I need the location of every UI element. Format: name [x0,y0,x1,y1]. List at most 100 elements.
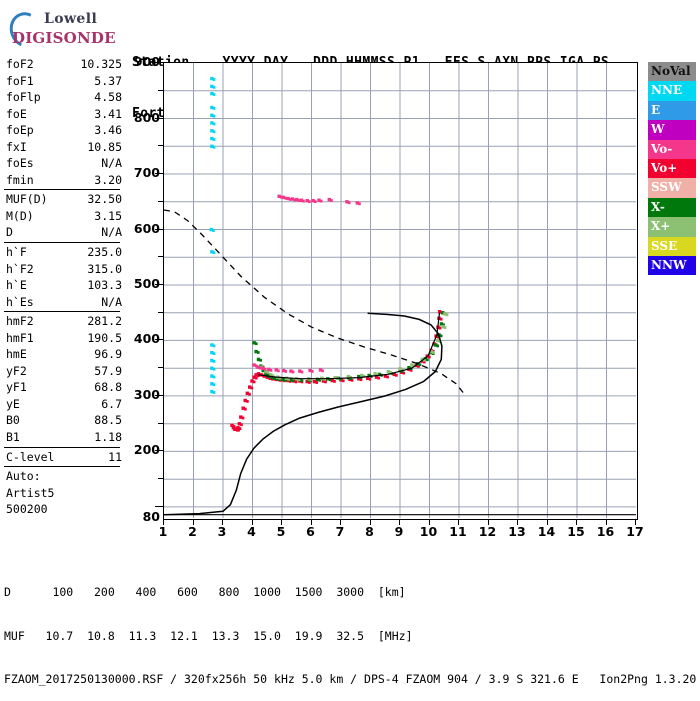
x-tick-label-10: 10 [419,524,438,539]
param-key: hmF1 [6,330,34,345]
param-value: 32.50 [87,192,122,207]
legend-item-nne[interactable]: NNE [648,81,696,101]
footer-distance-row: D 100 200 400 600 800 1000 1500 3000 [km… [4,585,406,599]
legend-item-e[interactable]: E [648,100,696,121]
param-value: 281.2 [87,314,122,329]
param-key: yF2 [6,363,27,378]
y-axis-labels: 80 200 300 400 500 600 700 800 900 [118,54,160,526]
param-key: foFlp [6,90,41,105]
param-key: C-level [6,449,55,464]
param-value: 5.37 [94,73,122,88]
param-value: 11 [108,449,122,464]
param-row-foep: foEp 3.46 [4,122,124,139]
y-tick-label-200: 200 [133,442,160,458]
y-tick [158,478,163,480]
param-key: hmF2 [6,314,34,329]
x-tick [458,520,459,525]
y-tick [158,422,163,424]
y-tick-label-80: 80 [142,509,160,524]
param-row-he: h`E 103.3 [4,277,124,294]
param-key: B0 [6,413,20,428]
param-value: 190.5 [87,330,122,345]
plot-gridlines [164,63,636,518]
legend-item-noval[interactable]: NoVal [648,62,696,82]
param-separator [4,242,120,244]
ionogram-canvas [164,63,636,518]
x-tick-label-5: 5 [276,524,286,539]
y-axis-ticks [155,62,163,520]
param-key: h`E [6,278,27,293]
series-spread-echoes-vo- [252,194,361,374]
legend-item-vo-[interactable]: Vo- [648,139,696,159]
ionogram-plot-area[interactable] [163,62,638,520]
y-tick [155,173,163,174]
x-tick-label-6: 6 [306,524,315,539]
x-tick [281,520,282,525]
param-key: D [6,225,13,240]
y-tick [158,256,163,258]
x-tick-label-16: 16 [596,524,615,539]
x-tick-label-7: 7 [335,524,345,539]
legend-item-x+[interactable]: X+ [648,217,696,237]
param-row-foes: foEs N/A [4,155,124,172]
x-tick [517,520,518,525]
param-value: 6.7 [101,396,122,411]
y-tick [158,89,163,91]
param-value: 103.3 [87,278,122,293]
x-tick-label-2: 2 [188,524,197,539]
x-tick [428,520,430,525]
y-tick [158,145,163,147]
x-tick-label-1: 1 [158,524,168,539]
param-separator [4,446,120,448]
y-tick [155,394,163,396]
legend-item-nnw[interactable]: NNW [648,255,696,276]
y-tick [155,284,163,285]
param-row-hmf2: hmF2 281.2 [4,313,124,330]
param-key: foF2 [6,57,34,71]
param-row-mufd: MUF(D) 32.50 [4,191,124,208]
legend-item-w[interactable]: W [648,120,696,140]
param-row-hme: hmE 96.9 [4,346,124,363]
y-tick [155,339,163,341]
param-row-b0: B0 88.5 [4,412,124,429]
param-key: B1 [6,430,20,445]
legend-item-sse[interactable]: SSE [648,236,696,256]
param-key: h`F2 [6,261,34,276]
param-value: 57.9 [94,363,122,378]
param-key: M(D) [6,208,34,223]
x-tick-label-14: 14 [537,524,556,539]
legend-item-vo+[interactable]: Vo+ [648,158,696,179]
param-row-yf1: yF1 68.8 [4,379,124,396]
legend-item-x-[interactable]: X- [648,197,696,218]
param-row-foe: foE 3.41 [4,106,124,123]
param-row-d: D N/A [4,224,124,241]
x-tick-label-15: 15 [567,524,585,539]
y-tick-label-900: 900 [133,54,160,69]
y-tick-label-500: 500 [133,276,160,291]
x-tick [635,520,636,525]
param-value: 10.85 [87,139,122,154]
param-key: foEp [6,123,34,138]
legend-item-ssw[interactable]: SSW [648,178,696,198]
x-tick-label-8: 8 [365,524,374,539]
param-value: 3.46 [94,123,122,138]
param-note: 500200 [6,502,48,517]
y-tick [155,62,163,63]
x-tick-label-13: 13 [508,524,526,539]
y-tick-label-300: 300 [133,386,160,402]
param-value: N/A [101,225,122,240]
param-row-yf2: yF2 57.9 [4,363,124,380]
x-axis-labels: 1 2 3 4 5 6 7 8 9 10 11 12 13 14 15 16 17 [140,524,660,546]
x-tick [576,520,577,525]
ionogram-parameters-panel: foF2 10.325 foF1 5.37 foFlp 4.58 foE 3.41 foEp 3.… [4,56,124,518]
param-row-clevel: C-level 11 [4,449,124,466]
param-row-fmin: fmin 3.20 [4,172,124,189]
y-tick-label-400: 400 [133,331,160,347]
param-value: 4.58 [94,90,122,105]
param-note: Artist5 [6,485,55,500]
param-key: h`Es [6,294,34,309]
param-key: hmE [6,347,27,362]
param-value: N/A [101,156,122,171]
param-row-hf2: h`F2 315.0 [4,261,124,278]
y-tick-label-800: 800 [133,109,160,125]
